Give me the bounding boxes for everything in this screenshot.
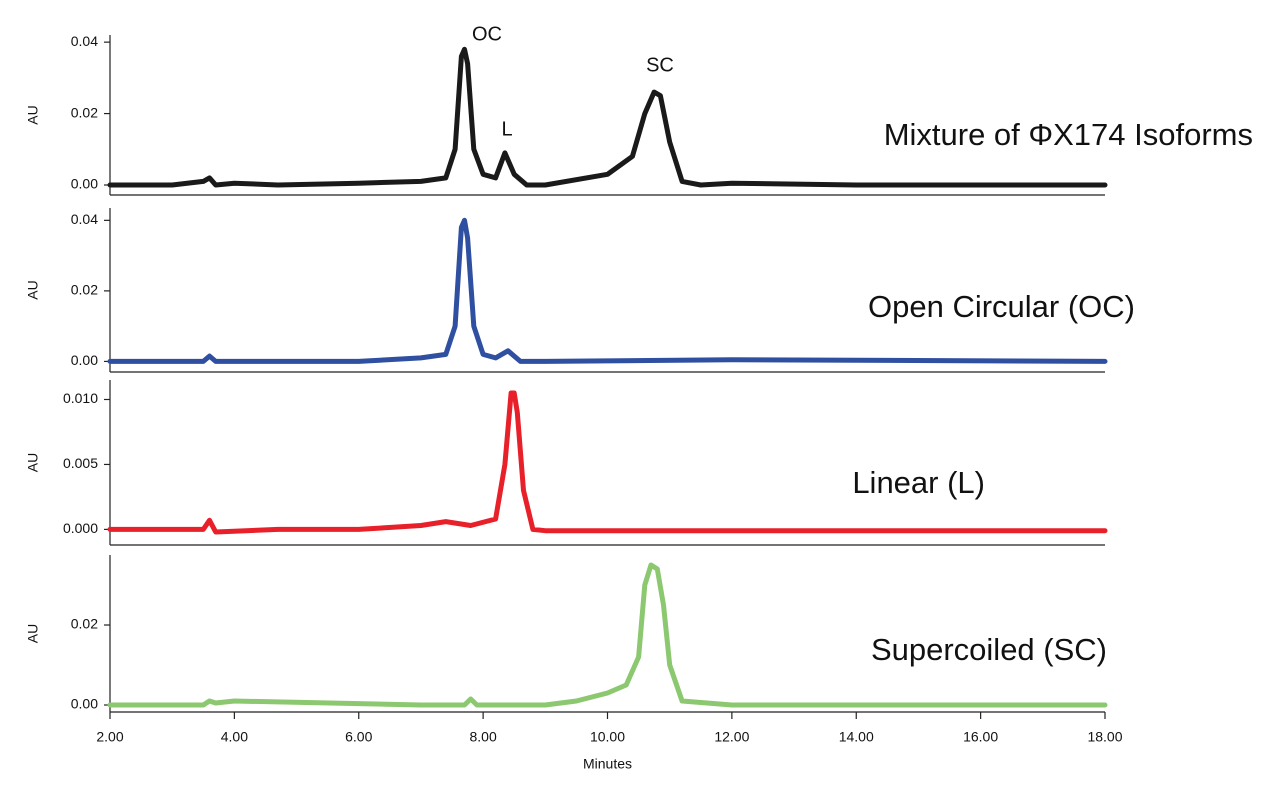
x-tick-label: 10.00 xyxy=(590,729,625,745)
y-axis-label: AU xyxy=(25,105,41,124)
y-tick-label: 0.000 xyxy=(63,520,98,536)
x-tick-label: 12.00 xyxy=(714,729,749,745)
x-tick-label: 6.00 xyxy=(345,729,372,745)
y-tick-label: 0.04 xyxy=(71,211,98,227)
panel-title: Supercoiled (SC) xyxy=(871,632,1107,667)
peak-label: SC xyxy=(646,54,674,76)
trace xyxy=(107,217,1108,364)
peak-label: OC xyxy=(472,23,502,45)
panel-title: Open Circular (OC) xyxy=(868,289,1135,324)
trace xyxy=(107,390,1108,535)
y-tick-label: 0.00 xyxy=(71,176,98,192)
y-axis-label: AU xyxy=(25,624,41,643)
y-tick-label: 0.04 xyxy=(71,33,98,49)
trace xyxy=(107,46,1108,188)
y-tick-label: 0.00 xyxy=(71,352,98,368)
y-axis-label: AU xyxy=(25,453,41,472)
x-tick-label: 4.00 xyxy=(221,729,248,745)
y-tick-label: 0.02 xyxy=(71,104,98,120)
x-axis-label: Minutes xyxy=(583,756,632,772)
trace xyxy=(107,562,1108,708)
panel-title: Mixture of ΦX174 Isoforms xyxy=(884,117,1253,152)
x-tick-label: 18.00 xyxy=(1087,729,1122,745)
x-tick-label: 2.00 xyxy=(96,729,123,745)
x-tick-label: 16.00 xyxy=(963,729,998,745)
y-tick-label: 0.005 xyxy=(63,455,98,471)
y-tick-label: 0.010 xyxy=(63,390,98,406)
peak-label: L xyxy=(501,118,512,140)
x-tick-label: 8.00 xyxy=(470,729,497,745)
panel-title: Linear (L) xyxy=(852,465,985,500)
y-tick-label: 0.02 xyxy=(71,282,98,298)
y-tick-label: 0.02 xyxy=(71,616,98,632)
x-tick-label: 14.00 xyxy=(839,729,874,745)
y-axis-label: AU xyxy=(25,280,41,299)
y-tick-label: 0.00 xyxy=(71,696,98,712)
